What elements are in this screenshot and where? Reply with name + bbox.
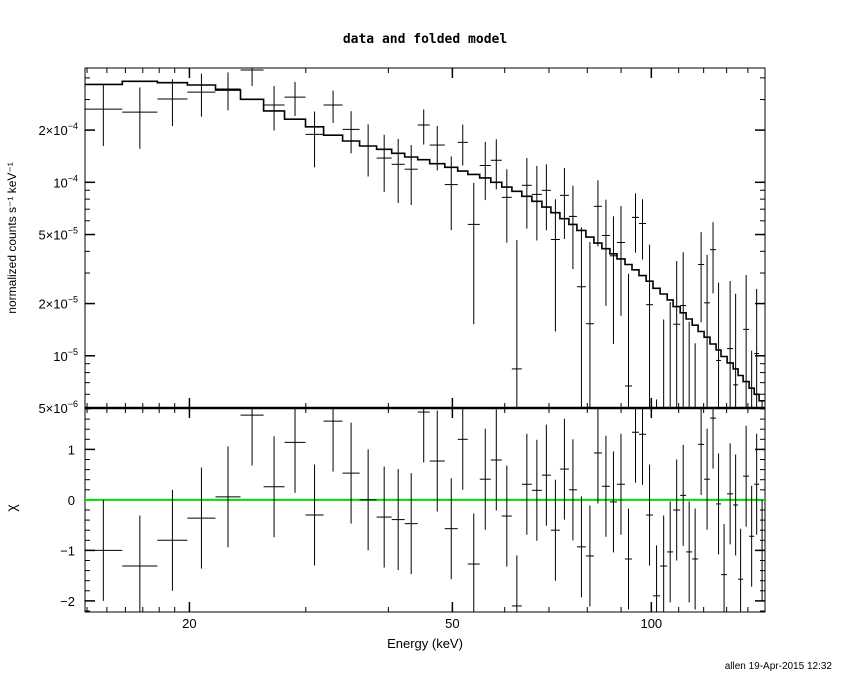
y-tick-label: 2×10−4: [38, 121, 78, 138]
footer-stamp: allen 19-Apr-2015 12:32: [724, 661, 832, 672]
y-tick-label: 2×10−5: [38, 295, 78, 312]
model-step-line: [84, 80, 765, 402]
y-tick-label: 10−4: [53, 173, 78, 190]
top-y-axis-label: normalized counts s⁻¹ keV⁻¹: [5, 162, 19, 313]
x-tick-label: 50: [445, 616, 459, 631]
bottom-y-axis-label: χ: [3, 504, 19, 512]
x-tick-label: 20: [182, 616, 196, 631]
chi-tick-label: 0: [68, 493, 75, 508]
chi-tick-label: 1: [68, 442, 75, 457]
bottom-panel-frame: [84, 407, 766, 613]
chi-tick-label: −2: [60, 594, 75, 609]
y-tick-label: 5×10−5: [38, 226, 78, 243]
y-tick-label: 5×10−6: [38, 399, 78, 416]
chi-tick-label: −1: [60, 543, 75, 558]
x-tick-label: 100: [640, 616, 662, 631]
chart-title: data and folded model: [343, 32, 507, 47]
top-panel-frame: [84, 67, 766, 409]
y-tick-label: 10−5: [53, 347, 78, 364]
x-axis-label: Energy (keV): [387, 636, 463, 651]
